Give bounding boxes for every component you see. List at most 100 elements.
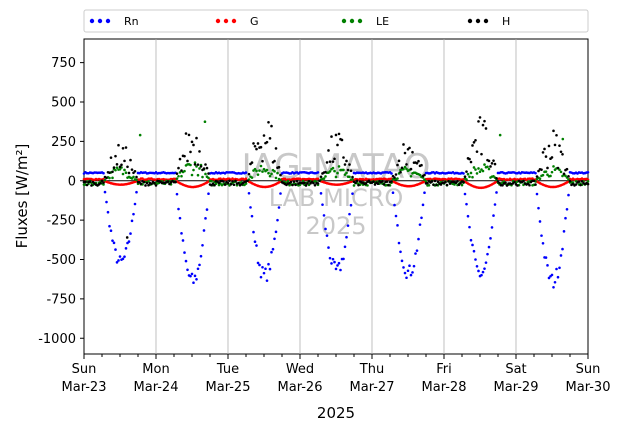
data-point [180,174,183,178]
data-point [400,259,404,263]
data-point [100,179,104,183]
data-point [492,214,495,217]
data-point [111,170,114,174]
y-tick-label: 500 [51,96,76,111]
data-point [559,150,563,154]
data-point [522,179,525,183]
data-point [420,216,423,220]
data-point [478,170,482,174]
data-point [177,207,180,211]
data-point [175,177,179,180]
data-point [111,239,114,242]
data-point [115,163,119,166]
data-point [552,285,555,289]
data-point [202,229,206,232]
data-point [456,180,459,183]
data-point [577,180,581,183]
data-point [547,276,551,280]
data-point [105,200,108,204]
data-point [495,177,498,180]
data-point [493,203,497,206]
x-tick-day: Sun [72,362,97,377]
data-point [433,179,437,183]
data-point [268,137,272,140]
data-point [538,220,542,223]
x-tick-date: Mar-23 [62,380,107,395]
data-point [178,157,182,161]
data-point [265,279,269,282]
data-point [484,261,488,264]
data-point [466,214,470,218]
data-point [402,266,405,269]
data-point [465,170,468,173]
data-point [406,269,410,273]
data-point [205,166,209,170]
data-point [468,225,471,229]
data-point [579,183,582,187]
data-point [121,172,125,176]
legend-marker [341,18,347,24]
data-point [481,169,485,173]
data-point [123,159,126,163]
data-point [397,241,401,245]
data-point [490,162,494,165]
data-point [478,116,482,119]
data-point [423,173,426,177]
data-point [262,271,266,275]
data-point [142,180,146,184]
data-point [475,172,479,175]
data-point [333,169,336,173]
data-point [190,173,194,177]
data-point [561,137,565,141]
data-point [207,192,210,196]
data-point [189,150,192,154]
data-point [250,214,254,218]
legend-frame [83,9,589,33]
data-point [400,166,404,170]
data-point [346,168,350,172]
data-point [565,167,569,171]
data-point [343,245,347,249]
data-point [277,165,281,169]
data-point [385,180,389,183]
data-point [334,175,338,179]
data-point [330,135,333,138]
data-point [457,183,461,187]
data-point [324,227,327,231]
data-point [444,180,447,184]
data-point [535,175,539,178]
data-point [543,147,546,151]
data-point [139,182,143,186]
data-point [492,159,495,162]
data-point [558,266,561,270]
data-point [183,251,186,254]
data-point [184,259,188,263]
legend-marker [467,18,473,24]
data-point [273,237,276,241]
data-point [331,257,335,261]
data-point [342,156,345,159]
data-point [472,166,476,169]
data-point [411,271,414,274]
data-point [439,183,443,186]
data-point [423,191,426,194]
data-point [487,159,491,163]
data-point [466,172,470,176]
data-point [564,174,567,178]
data-point [559,254,563,257]
data-point [474,138,477,142]
data-point [279,178,282,182]
data-point [372,180,375,184]
data-point [183,169,186,173]
data-point [565,208,569,211]
data-point [258,169,261,172]
data-point [331,166,335,170]
data-point [486,252,489,256]
data-point [138,133,142,137]
data-point [256,142,260,145]
data-point [550,156,554,159]
data-point [327,246,330,249]
data-point [468,157,471,161]
data-point [108,176,111,180]
data-point [289,180,293,184]
